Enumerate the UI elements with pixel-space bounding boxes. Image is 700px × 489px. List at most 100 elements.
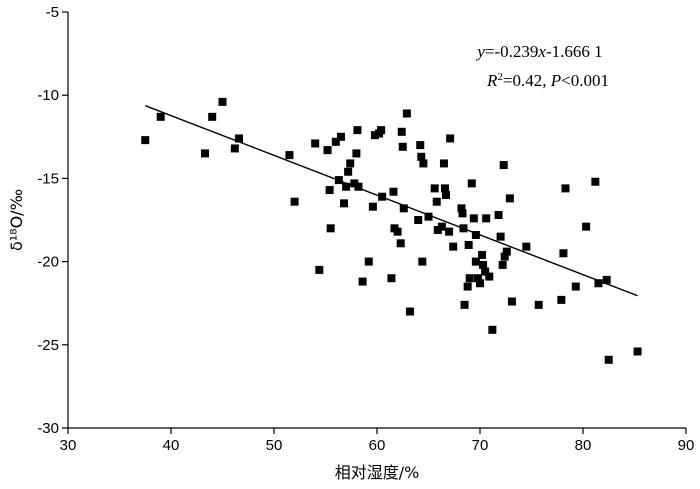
data-point [424,212,433,221]
data-point [534,300,543,309]
regression-stats: R2=0.42, P<0.001 [486,71,609,90]
data-point [467,179,476,188]
data-point [323,146,332,155]
data-point [368,202,377,211]
data-point [200,149,209,158]
regression-line-group [144,105,638,297]
data-point [230,144,239,153]
data-point [311,139,320,148]
regression-line [144,105,638,297]
data-point [354,182,363,191]
data-point [633,347,642,356]
data-point [389,187,398,196]
data-point [433,225,442,234]
data-point [471,257,480,266]
data-point [505,194,514,203]
data-point [481,267,490,276]
data-point [571,282,580,291]
data-point [285,151,294,160]
y-axis-title: δ¹⁸O/‰ [7,189,26,251]
data-point [331,137,340,146]
data-point [402,109,411,118]
data-point [522,242,531,251]
data-point [325,186,334,195]
x-tick-label: 80 [575,437,592,454]
x-tick-label: 50 [266,437,283,454]
data-point [502,247,511,256]
data-point [478,250,487,259]
x-axis-title: 相对湿度/% [335,463,420,482]
data-point [430,184,439,193]
data-point [500,252,509,261]
data-point [604,355,613,364]
x-axis: 30 40 50 60 70 80 90 [60,428,695,454]
data-point [398,142,407,151]
data-point [344,167,353,176]
data-point [156,112,165,121]
data-point [439,159,448,168]
data-point [437,222,446,231]
data-point [416,141,425,150]
data-point [141,136,150,145]
data-point [414,216,423,224]
data-point [499,161,508,170]
data-point [208,112,217,121]
data-point [405,307,414,316]
data-point [485,272,494,281]
data-point [336,132,345,141]
data-point [594,279,603,288]
data-point [494,211,503,220]
data-point [340,199,349,208]
data-point [432,197,441,206]
y-tick-label: -25 [37,337,59,354]
data-point [471,230,480,239]
data-point [396,239,405,248]
data-point [602,275,611,284]
data-point [488,325,497,334]
y-tick-label: -15 [37,170,59,187]
data-point [460,300,469,309]
data-points [141,97,642,364]
data-point [496,232,505,241]
data-point [419,159,428,168]
y-tick-label: -5 [46,4,59,21]
data-point [326,224,335,233]
data-point [353,126,362,135]
data-point [498,260,507,269]
data-point [561,184,570,193]
data-point [370,131,379,140]
data-point [352,149,361,158]
data-point [417,152,426,161]
data-point [387,274,396,283]
data-point [463,282,472,291]
data-point [559,249,568,258]
data-point [473,274,482,283]
data-point [377,126,386,135]
data-point [399,204,408,213]
data-point [440,184,449,193]
data-point [445,227,454,236]
data-point [350,179,359,188]
x-tick-label: 90 [678,437,695,454]
data-point [364,257,373,266]
data-point [397,127,406,136]
regression-equation: y=-0.239x-1.666 1 [475,42,602,61]
data-point [393,227,402,236]
data-point [582,222,591,231]
data-point [469,214,478,223]
y-axis: -5 -10 -15 -20 -25 -30 [37,4,68,437]
x-tick-label: 60 [369,437,386,454]
data-point [290,197,299,206]
y-tick-label: -30 [37,420,59,437]
data-point [346,159,355,168]
data-point [358,277,367,286]
data-point [465,274,474,283]
data-point [458,209,467,218]
y-tick-label: -20 [37,254,59,271]
data-point [557,295,566,304]
data-point [315,265,324,274]
x-tick-label: 70 [472,437,489,454]
data-point [464,240,473,249]
data-point [479,260,488,269]
x-tick-label: 40 [163,437,180,454]
